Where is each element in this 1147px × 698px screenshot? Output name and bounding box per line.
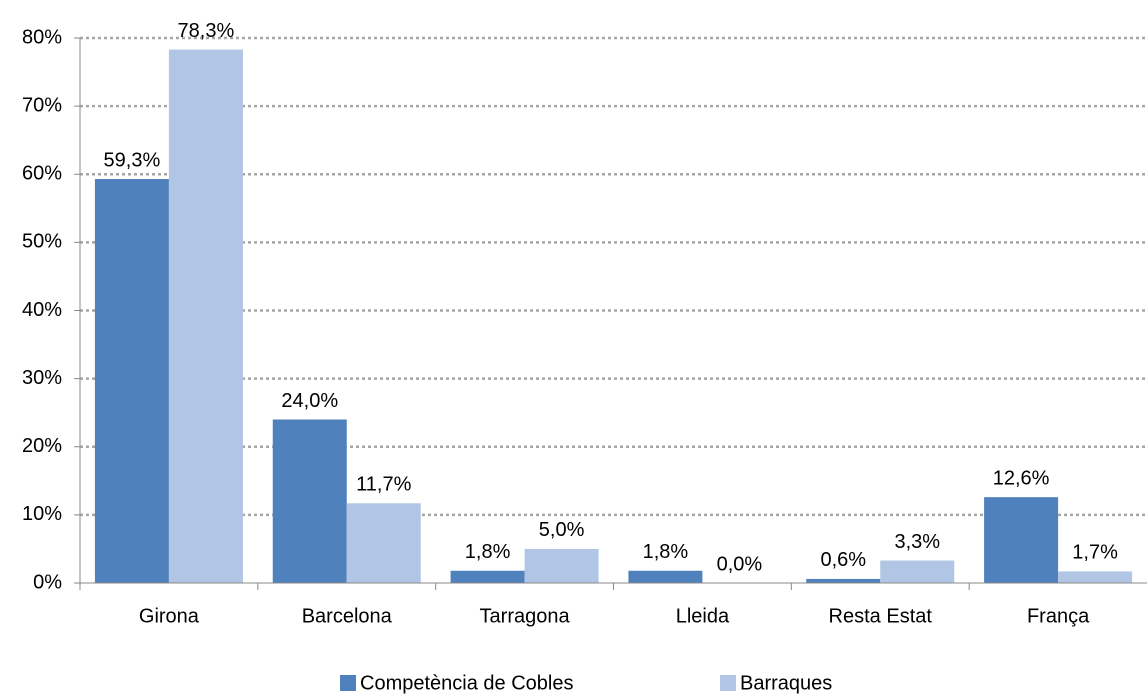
y-tick-label: 60% (22, 163, 62, 185)
data-label: 78,3% (178, 20, 235, 42)
data-label: 3,3% (894, 531, 940, 553)
data-label: 0,0% (717, 553, 763, 575)
bar (1058, 571, 1133, 583)
legend-swatch (720, 675, 736, 691)
bar (346, 503, 421, 583)
data-label: 0,6% (820, 549, 866, 571)
bar (524, 548, 599, 583)
y-tick-label: 0% (33, 571, 62, 593)
data-label: 12,6% (993, 467, 1050, 489)
data-label: 1,7% (1072, 542, 1118, 564)
bar (272, 419, 347, 583)
y-tick-label: 40% (22, 299, 62, 321)
y-tick-label: 10% (22, 503, 62, 525)
data-label: 24,0% (281, 390, 338, 412)
bar (450, 570, 525, 583)
y-tick-label: 80% (22, 26, 62, 48)
bar (168, 49, 243, 584)
x-tick-label: Girona (139, 605, 200, 627)
data-label: 1,8% (643, 541, 689, 563)
legend-swatch (340, 675, 356, 691)
data-label: 1,8% (465, 541, 511, 563)
data-label: 5,0% (539, 519, 585, 541)
y-tick-label: 20% (22, 435, 62, 457)
y-tick-label: 50% (22, 231, 62, 253)
bar (806, 578, 881, 583)
data-label: 59,3% (104, 149, 161, 171)
bar (984, 497, 1059, 583)
y-tick-label: 70% (22, 94, 62, 116)
x-tick-label: Barcelona (302, 605, 393, 627)
legend-label: Competència de Cobles (360, 672, 573, 694)
legend-label: Barraques (740, 672, 832, 694)
bar (94, 179, 169, 584)
x-tick-label: França (1027, 605, 1090, 627)
x-tick-label: Resta Estat (829, 605, 933, 627)
y-tick-label: 30% (22, 367, 62, 389)
bar (880, 560, 955, 583)
bar (628, 570, 703, 583)
data-label: 11,7% (356, 474, 411, 496)
x-tick-label: Lleida (676, 605, 730, 627)
x-tick-label: Tarragona (480, 605, 571, 627)
